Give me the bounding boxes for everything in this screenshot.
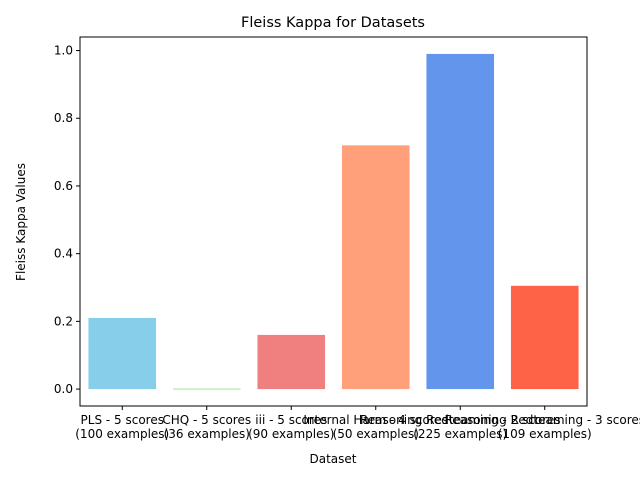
- x-tick-label: PLS - 5 scores: [81, 413, 164, 427]
- bars-group: [88, 53, 579, 390]
- x-tick-label: Reasoning Redteaming - 3 scores: [445, 413, 640, 427]
- bar: [88, 317, 157, 390]
- y-axis-label: Fleiss Kappa Values: [14, 163, 28, 281]
- bar: [257, 334, 326, 390]
- x-tick-label: (109 examples): [498, 427, 592, 441]
- x-tick-label: (50 examples): [333, 427, 419, 441]
- x-tick-label: CHQ - 5 scores: [162, 413, 251, 427]
- y-axis-ticks: 0.0 0.2 0.4 0.6 0.8 1.0: [54, 44, 80, 396]
- plot-frame: [79, 36, 588, 407]
- x-tick-label: Internal Harm - 4 scores: [303, 413, 448, 427]
- x-axis-ticks: PLS - 5 scores(100 examples)CHQ - 5 scor…: [75, 406, 640, 441]
- x-tick-label: iii - 5 scores: [255, 413, 327, 427]
- y-tick-label: 0.6: [54, 179, 73, 193]
- y-tick-label: 0.2: [54, 314, 73, 328]
- x-tick-label: (100 examples): [75, 427, 169, 441]
- y-tick-label: 1.0: [54, 44, 73, 58]
- x-tick-label: (90 examples): [248, 427, 334, 441]
- y-tick-label: 0.8: [54, 111, 73, 125]
- bar: [172, 388, 241, 390]
- bar: [510, 285, 579, 390]
- bar: [341, 145, 410, 390]
- x-tick-label: (36 examples): [164, 427, 250, 441]
- y-tick-label: 0.4: [54, 247, 73, 261]
- x-tick-label: Reasoning Redteaming - 2 scores: [360, 413, 561, 427]
- chart-title: Fleiss Kappa for Datasets: [241, 15, 425, 31]
- x-axis-label: Dataset: [310, 452, 357, 466]
- bar: [426, 53, 495, 390]
- y-tick-label: 0.0: [54, 382, 73, 396]
- x-tick-label: (225 examples): [413, 427, 507, 441]
